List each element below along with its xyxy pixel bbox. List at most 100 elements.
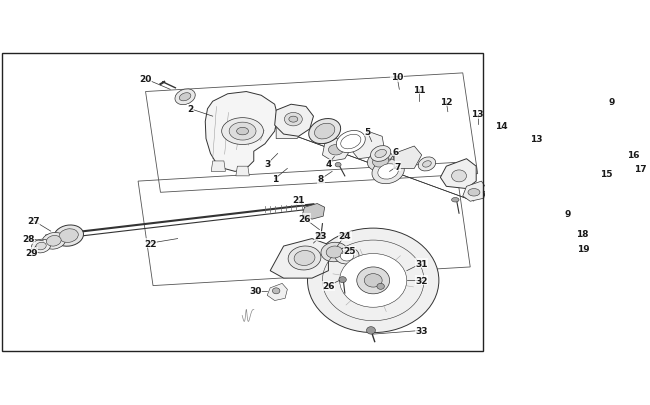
Ellipse shape xyxy=(237,128,248,136)
Ellipse shape xyxy=(418,158,436,172)
Ellipse shape xyxy=(519,227,564,260)
Polygon shape xyxy=(205,92,278,172)
Polygon shape xyxy=(440,159,476,189)
Ellipse shape xyxy=(341,251,354,261)
Ellipse shape xyxy=(364,274,382,288)
Text: 5: 5 xyxy=(364,127,370,136)
Ellipse shape xyxy=(335,163,341,168)
Text: 12: 12 xyxy=(440,98,452,107)
Text: 18: 18 xyxy=(576,229,588,238)
Text: 26: 26 xyxy=(298,214,311,224)
Ellipse shape xyxy=(175,90,195,105)
Ellipse shape xyxy=(315,124,335,140)
Ellipse shape xyxy=(509,228,518,234)
Text: 13: 13 xyxy=(471,110,484,119)
Polygon shape xyxy=(463,182,487,202)
Ellipse shape xyxy=(307,228,439,333)
Text: 19: 19 xyxy=(577,244,590,253)
Ellipse shape xyxy=(326,246,343,258)
Text: 33: 33 xyxy=(415,326,428,335)
Polygon shape xyxy=(267,284,287,301)
Text: 13: 13 xyxy=(530,135,542,144)
Text: 3: 3 xyxy=(264,160,270,169)
Ellipse shape xyxy=(309,119,341,144)
Ellipse shape xyxy=(288,246,321,270)
Text: 2: 2 xyxy=(187,105,194,114)
Text: 17: 17 xyxy=(634,164,647,173)
Ellipse shape xyxy=(502,215,580,272)
Ellipse shape xyxy=(357,267,389,294)
Polygon shape xyxy=(275,105,313,137)
Text: 8: 8 xyxy=(318,175,324,184)
Ellipse shape xyxy=(321,243,348,262)
Ellipse shape xyxy=(335,248,359,264)
Ellipse shape xyxy=(422,161,431,168)
Polygon shape xyxy=(276,109,305,139)
Polygon shape xyxy=(302,204,325,220)
Ellipse shape xyxy=(42,233,66,249)
Text: 10: 10 xyxy=(391,73,403,82)
Ellipse shape xyxy=(372,160,404,184)
Text: 23: 23 xyxy=(315,232,327,241)
Text: 24: 24 xyxy=(339,232,351,241)
Polygon shape xyxy=(236,167,250,177)
Text: 20: 20 xyxy=(139,75,151,84)
Ellipse shape xyxy=(375,150,386,158)
Ellipse shape xyxy=(367,327,376,334)
Ellipse shape xyxy=(36,243,46,250)
Polygon shape xyxy=(211,162,226,172)
Ellipse shape xyxy=(289,117,298,123)
Ellipse shape xyxy=(31,240,51,253)
Polygon shape xyxy=(270,239,328,279)
Text: 31: 31 xyxy=(415,259,428,268)
Text: 25: 25 xyxy=(343,246,356,256)
Ellipse shape xyxy=(282,120,300,132)
Text: 26: 26 xyxy=(322,281,335,290)
Text: 1: 1 xyxy=(272,175,278,184)
Ellipse shape xyxy=(372,156,389,168)
Ellipse shape xyxy=(377,284,384,290)
Text: 22: 22 xyxy=(144,239,157,248)
Ellipse shape xyxy=(179,94,191,102)
Ellipse shape xyxy=(229,123,256,141)
Text: 28: 28 xyxy=(22,234,34,243)
Ellipse shape xyxy=(284,113,302,126)
Text: 30: 30 xyxy=(249,287,261,296)
Ellipse shape xyxy=(356,140,361,145)
Ellipse shape xyxy=(328,145,343,156)
Text: 14: 14 xyxy=(495,122,508,130)
Ellipse shape xyxy=(272,288,280,294)
Ellipse shape xyxy=(341,135,361,149)
Text: 6: 6 xyxy=(393,147,398,156)
Ellipse shape xyxy=(294,251,315,266)
Text: 29: 29 xyxy=(25,248,38,257)
Text: 32: 32 xyxy=(415,276,428,285)
Text: 15: 15 xyxy=(600,170,612,179)
Polygon shape xyxy=(494,217,534,246)
Ellipse shape xyxy=(336,131,365,153)
Ellipse shape xyxy=(370,146,391,162)
Ellipse shape xyxy=(222,118,263,145)
Text: 21: 21 xyxy=(292,196,305,205)
Ellipse shape xyxy=(378,164,398,180)
Text: 9: 9 xyxy=(564,209,571,218)
Text: 16: 16 xyxy=(627,151,639,160)
Ellipse shape xyxy=(339,254,407,307)
Text: 27: 27 xyxy=(27,217,40,226)
Ellipse shape xyxy=(317,233,324,239)
Text: 4: 4 xyxy=(325,160,332,169)
Ellipse shape xyxy=(46,236,61,247)
Ellipse shape xyxy=(503,224,524,239)
Polygon shape xyxy=(352,133,384,159)
Text: 11: 11 xyxy=(413,85,426,94)
Polygon shape xyxy=(322,139,351,162)
Ellipse shape xyxy=(468,189,480,196)
Ellipse shape xyxy=(59,229,78,243)
Polygon shape xyxy=(394,147,422,169)
Ellipse shape xyxy=(374,149,380,154)
Ellipse shape xyxy=(532,237,550,250)
Ellipse shape xyxy=(54,226,83,247)
Text: 7: 7 xyxy=(394,162,400,171)
Text: 9: 9 xyxy=(609,98,616,107)
Ellipse shape xyxy=(339,277,346,283)
